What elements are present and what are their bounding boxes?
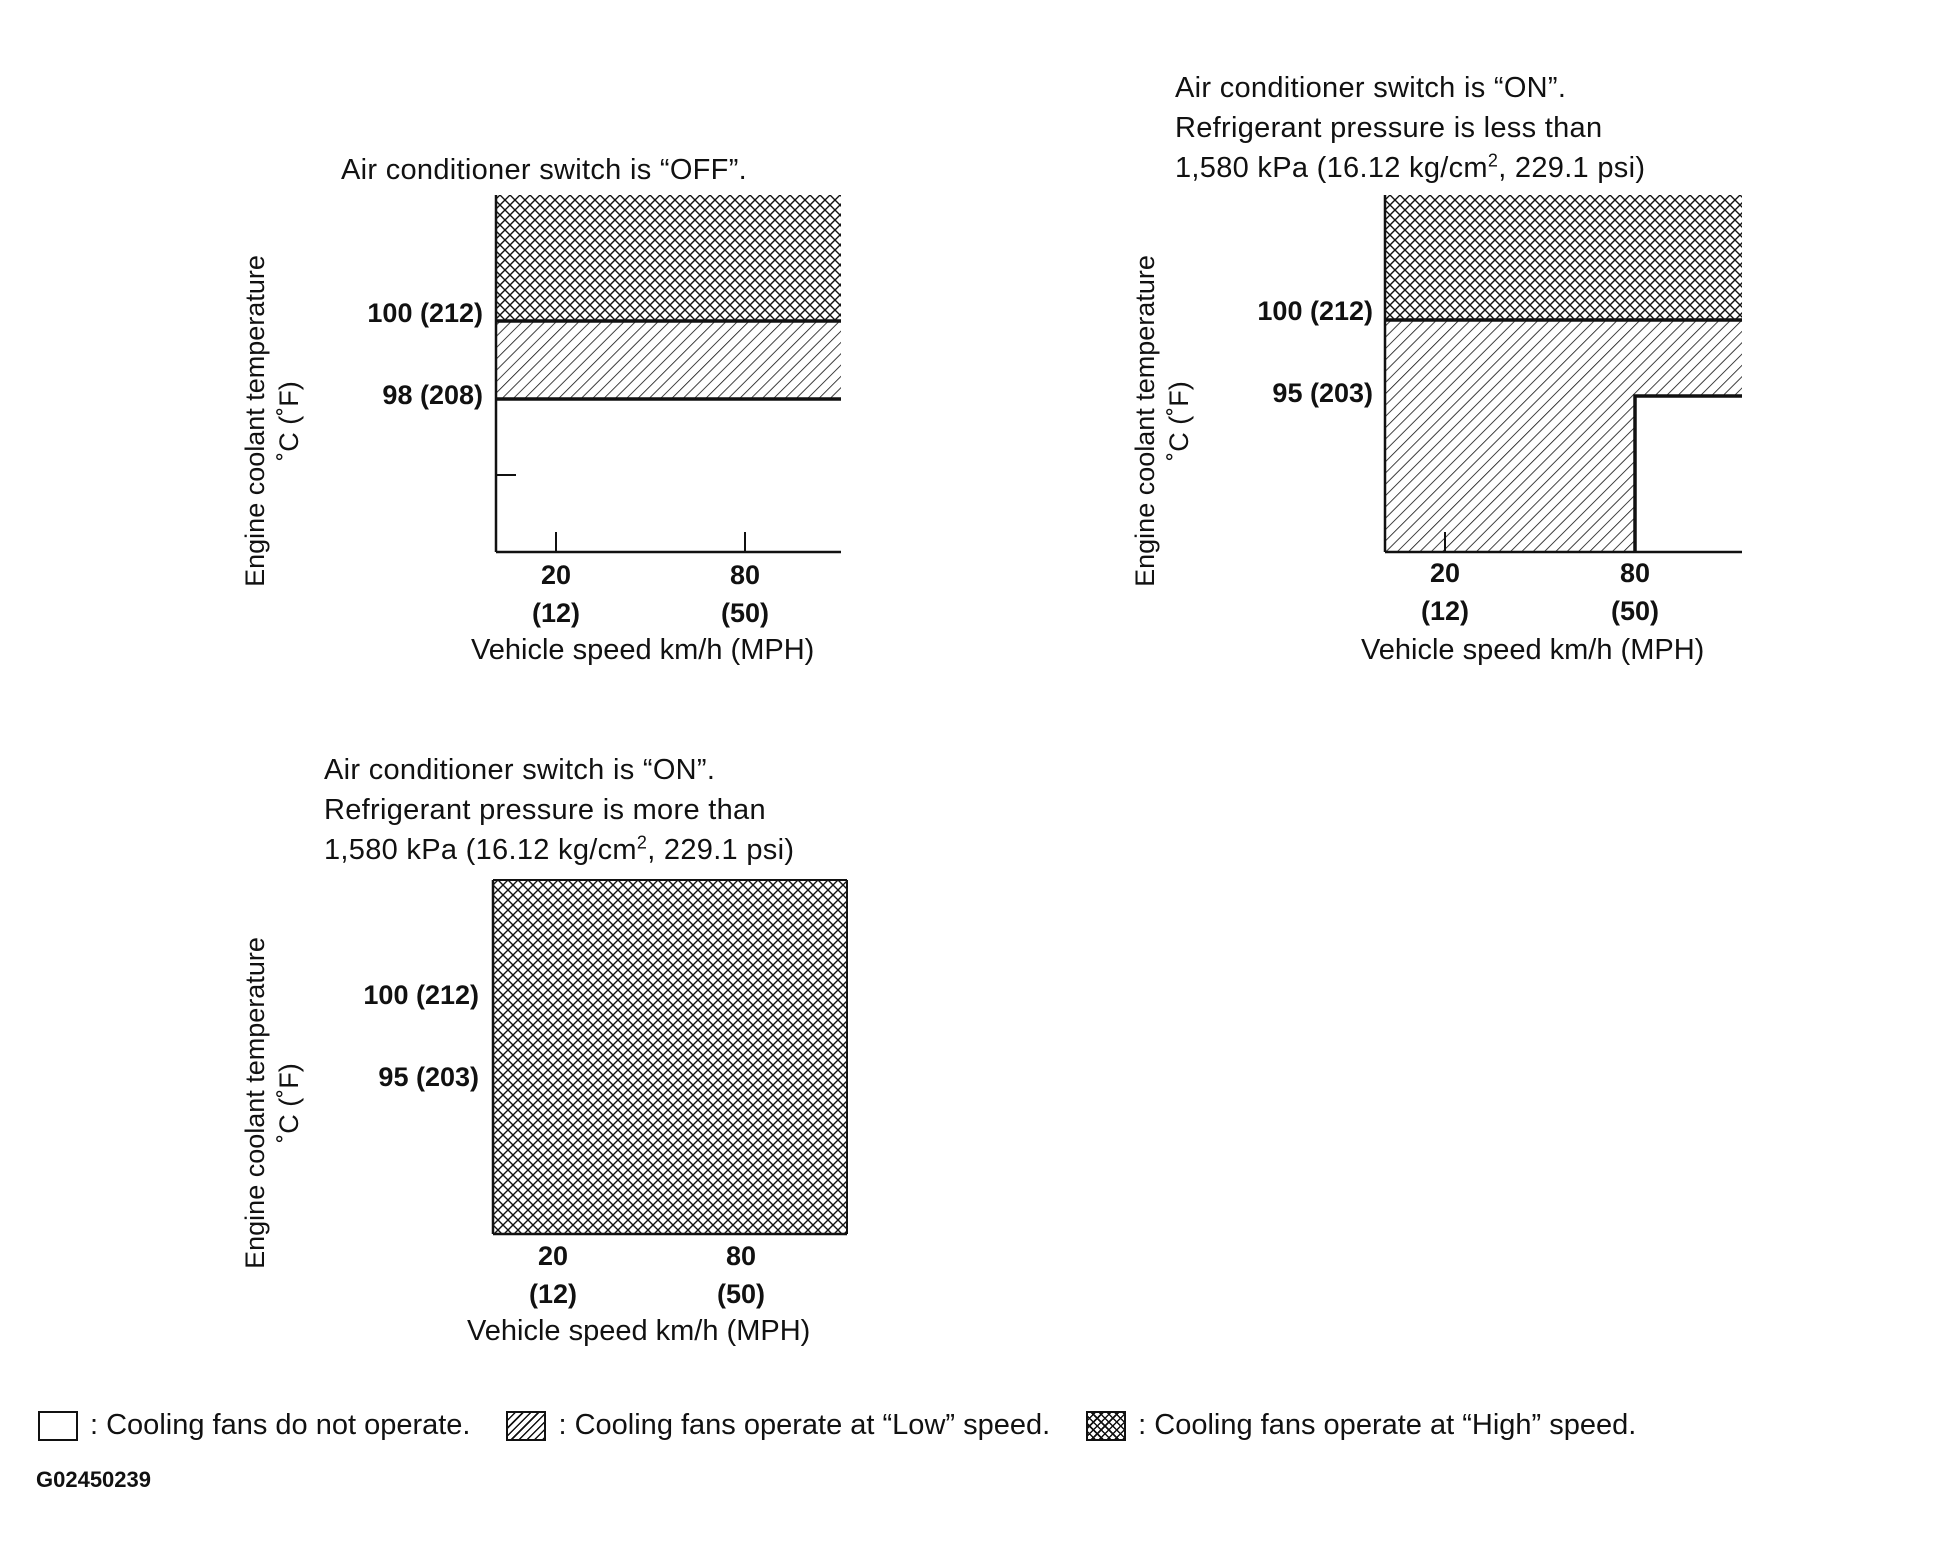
title-line-part: 1,580 kPa (16.12 kg/cm — [324, 834, 637, 866]
chart-title: Air conditioner switch is “ON”. Refriger… — [324, 750, 794, 870]
high-speed-region — [496, 195, 841, 321]
x-tick-label: 20 (12) — [513, 1237, 593, 1313]
legend-swatch-high — [1086, 1410, 1127, 1441]
x-axis-label: Vehicle speed km/h (MPH) — [1361, 634, 1705, 666]
x-tick-mph: (12) — [531, 598, 580, 628]
x-tick-kmh: 20 — [537, 1241, 569, 1271]
chart-plot — [1383, 195, 1742, 554]
y-axis-label-line1: Engine coolant temperature — [240, 255, 270, 587]
y-axis-label-line2: ˚C (˚F) — [274, 1063, 304, 1143]
x-axis-label: Vehicle speed km/h (MPH) — [467, 1315, 811, 1347]
chart-title: Air conditioner switch is “OFF”. — [341, 150, 747, 190]
legend-swatch-none — [38, 1410, 78, 1441]
y-axis-label-line2: ˚C (˚F) — [274, 381, 304, 461]
y-tick-label: 95 (203) — [378, 1062, 479, 1092]
legend-none-label: : Cooling fans do not operate. — [90, 1409, 471, 1441]
low-speed-region — [496, 321, 841, 399]
x-tick-label: 80 (50) — [701, 1237, 781, 1313]
y-axis-label-line1: Engine coolant temperature — [240, 937, 270, 1269]
x-tick-kmh: 80 — [1619, 558, 1651, 588]
legend-low-label: : Cooling fans operate at “Low” speed. — [558, 1409, 1051, 1441]
low-speed-region — [1385, 320, 1742, 552]
title-line: Refrigerant pressure is more than — [324, 794, 766, 826]
title-line: 1,580 kPa (16.12 kg/cm2, 229.1 psi) — [324, 830, 794, 870]
y-axis-label: Engine coolant temperature ˚C (˚F) — [238, 888, 306, 1318]
x-tick-kmh: 80 — [729, 560, 761, 590]
x-tick-mph: (50) — [716, 1279, 765, 1309]
x-tick-mph: (50) — [1610, 596, 1659, 626]
y-tick-label: 98 (208) — [382, 380, 483, 410]
x-tick-kmh: 80 — [725, 1241, 757, 1271]
chart-plot — [494, 195, 841, 554]
title-line: 1,580 kPa (16.12 kg/cm2, 229.1 psi) — [1175, 148, 1645, 188]
x-tick-kmh: 20 — [540, 560, 572, 590]
y-tick-label: 100 (212) — [363, 980, 479, 1010]
y-axis-label-line2: ˚C (˚F) — [1164, 381, 1194, 461]
y-axis-label-line1: Engine coolant temperature — [1130, 255, 1160, 587]
figure-code: G02450239 — [36, 1467, 151, 1492]
y-axis-label: Engine coolant temperature ˚C (˚F) — [238, 206, 306, 636]
legend-swatch-low — [506, 1410, 547, 1441]
chart-plot — [491, 879, 848, 1236]
x-tick-label: 80 (50) — [1595, 554, 1675, 630]
title-line: Air conditioner switch is “ON”. — [1175, 72, 1567, 104]
title-line-part: , 229.1 psi) — [1498, 152, 1646, 184]
title-superscript: 2 — [636, 832, 648, 853]
chart-title: Air conditioner switch is “ON”. Refriger… — [1175, 68, 1645, 188]
high-speed-region — [1385, 195, 1742, 320]
x-axis-label: Vehicle speed km/h (MPH) — [471, 634, 815, 666]
x-tick-label: 20 (12) — [1405, 554, 1485, 630]
x-tick-label: 20 (12) — [516, 556, 596, 632]
y-tick-label: 95 (203) — [1272, 378, 1373, 408]
x-tick-mph: (12) — [528, 1279, 577, 1309]
legend-high-label: : Cooling fans operate at “High” speed. — [1138, 1409, 1637, 1441]
high-speed-region — [493, 880, 847, 1234]
x-tick-mph: (50) — [720, 598, 769, 628]
title-line-part: , 229.1 psi) — [647, 834, 795, 866]
threshold-line — [1633, 394, 1742, 552]
y-tick-label: 100 (212) — [367, 298, 483, 328]
title-line: Air conditioner switch is “ON”. — [324, 754, 716, 786]
x-tick-kmh: 20 — [1429, 558, 1461, 588]
x-tick-label: 80 (50) — [705, 556, 785, 632]
title-line-part: 1,580 kPa (16.12 kg/cm — [1175, 152, 1488, 184]
title-line: Refrigerant pressure is less than — [1175, 112, 1603, 144]
legend: : Cooling fans do not operate. : Cooling… — [38, 1409, 1636, 1442]
title-line: Air conditioner switch is “OFF”. — [341, 154, 748, 186]
y-axis-label: Engine coolant temperature ˚C (˚F) — [1128, 206, 1196, 636]
y-tick-label: 100 (212) — [1257, 296, 1373, 326]
title-superscript: 2 — [1487, 150, 1499, 171]
x-tick-mph: (12) — [1420, 596, 1469, 626]
